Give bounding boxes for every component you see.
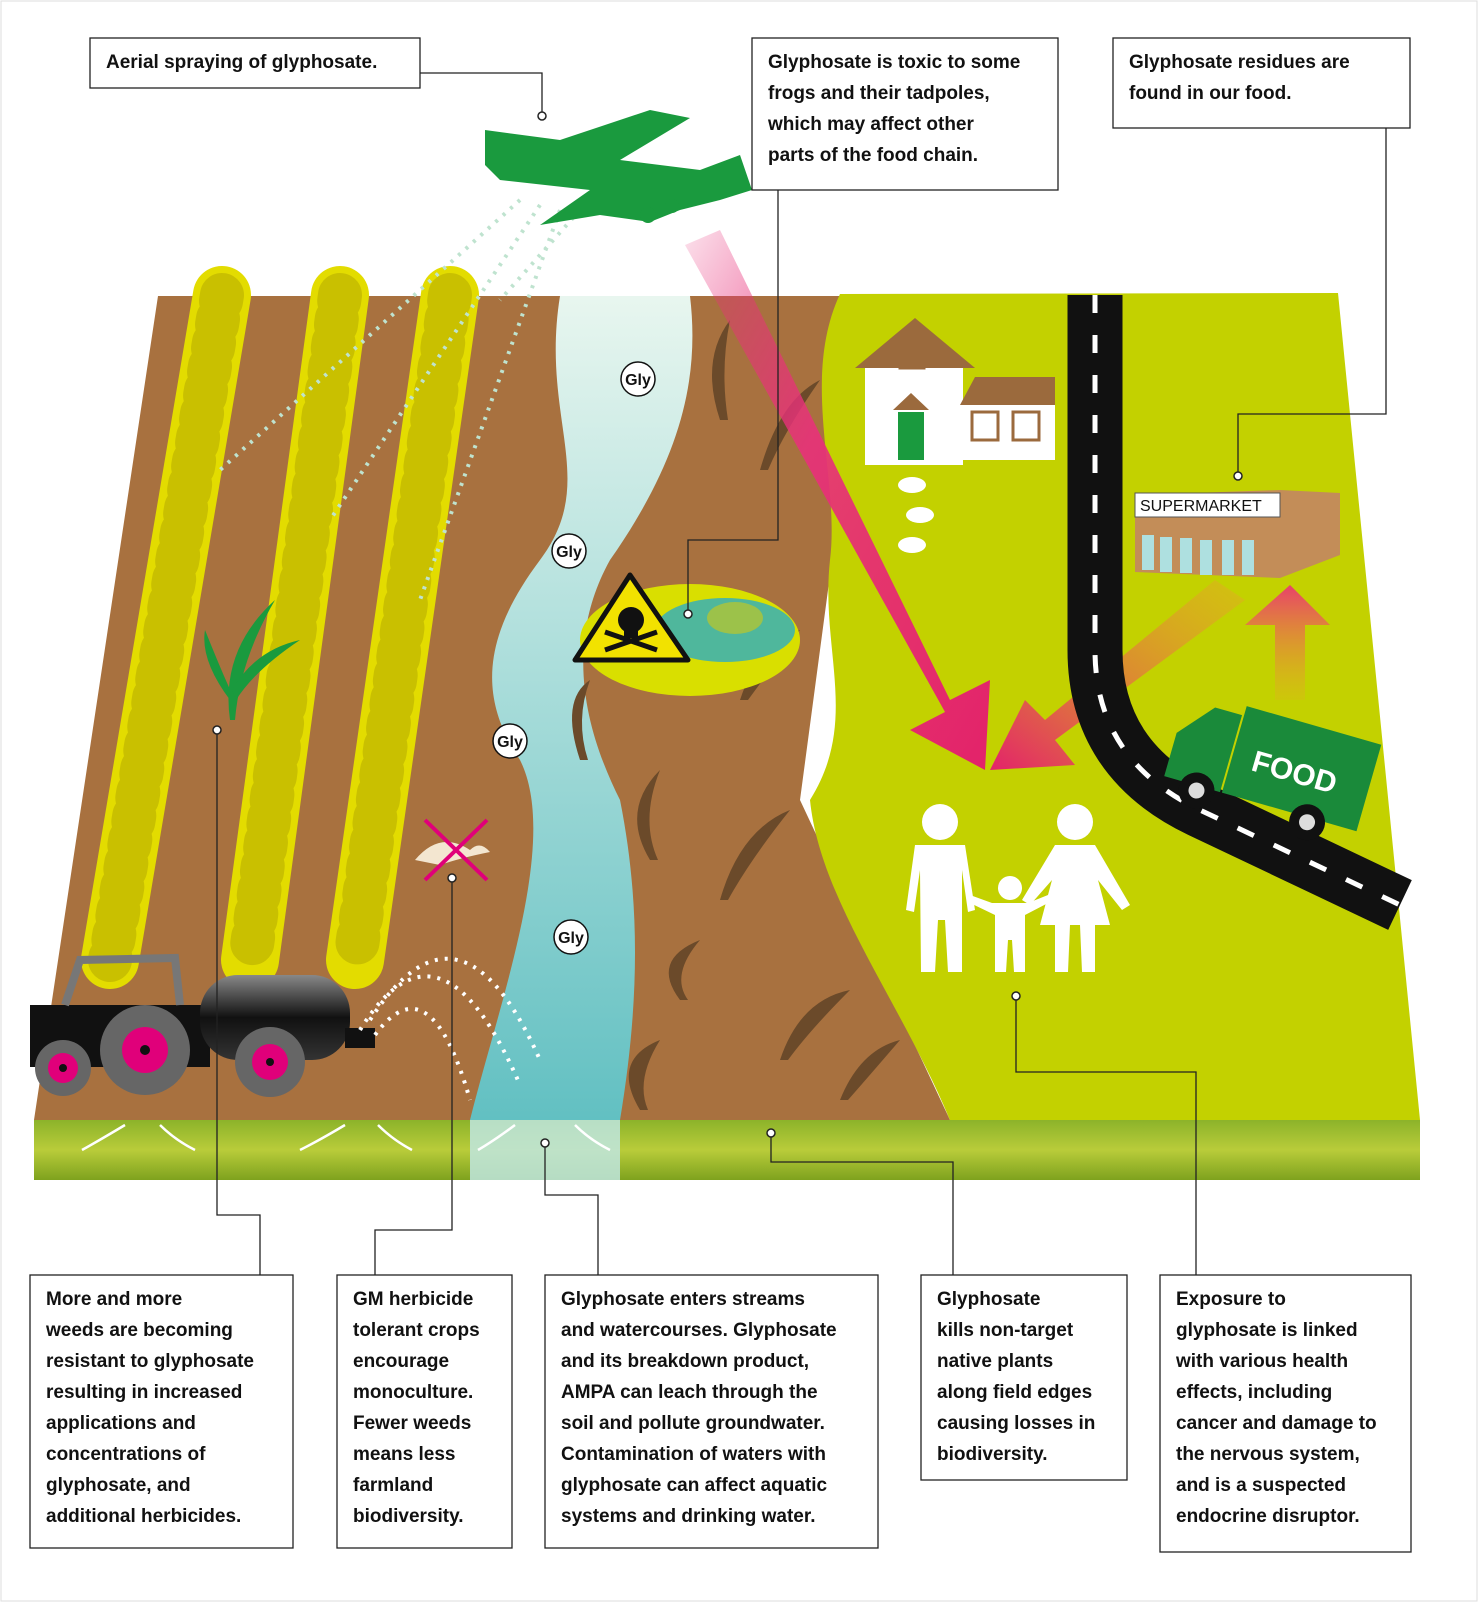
- callout-line: applications and: [46, 1413, 196, 1434]
- callout-line: More and more: [46, 1289, 182, 1310]
- callout-line: native plants: [937, 1351, 1053, 1372]
- gly-label: Gly: [497, 734, 523, 751]
- crop-rows: [81, 266, 479, 989]
- gly-label: Gly: [558, 930, 584, 947]
- supermarket: [1134, 490, 1340, 578]
- callout-line: additional herbicides.: [46, 1506, 241, 1527]
- pink-arrow: [1245, 585, 1330, 700]
- callout-line: which may affect other: [767, 114, 974, 135]
- callout-line: Contamination of waters with: [561, 1444, 826, 1465]
- callout-box: [1159, 1274, 1412, 1553]
- callout-line: and is a suspected: [1176, 1475, 1346, 1496]
- callout-line: Glyphosate residues are: [1129, 52, 1350, 73]
- callout-line: Glyphosate enters streams: [561, 1289, 805, 1310]
- callout-line: with various health: [1175, 1351, 1348, 1372]
- gly-label: Gly: [625, 372, 651, 389]
- callout-line: glyphosate can affect aquatic: [561, 1475, 828, 1496]
- callout-line: soil and pollute groundwater.: [561, 1413, 825, 1434]
- supermarket-sign: SUPERMARKET: [1140, 498, 1262, 515]
- callout-line: cancer and damage to: [1176, 1413, 1377, 1434]
- callout-line: along field edges: [937, 1382, 1092, 1403]
- leach-arrows: [81, 1123, 611, 1152]
- callout-line: concentrations of: [46, 1444, 206, 1465]
- leader-lines: [212, 72, 1387, 1275]
- callout-line: frogs and their tadpoles,: [768, 83, 990, 104]
- spray: [218, 198, 582, 601]
- callout-line: found in our food.: [1129, 83, 1292, 104]
- callout-line: biodiversity.: [937, 1444, 1048, 1465]
- truck: [1164, 706, 1382, 841]
- tractor-spray: [358, 956, 542, 1101]
- road-markings: [1092, 295, 1402, 908]
- callout-line: farmland: [353, 1475, 433, 1496]
- callout-line: kills non-target: [937, 1320, 1074, 1341]
- gly-badge: [551, 533, 587, 569]
- callout-box: [336, 1274, 513, 1549]
- house: [855, 318, 1055, 465]
- callout-box: [544, 1274, 879, 1549]
- callout-line: monoculture.: [353, 1382, 473, 1403]
- callout-line: encourage: [353, 1351, 449, 1372]
- callout-box: [751, 37, 1059, 191]
- callout-line: Exposure to: [1176, 1289, 1286, 1310]
- callout-line: resulting in increased: [46, 1382, 242, 1403]
- callout-line: endocrine disruptor.: [1176, 1506, 1360, 1527]
- skull: [604, 607, 658, 653]
- callout-line: resistant to glyphosate: [46, 1351, 254, 1372]
- family: [906, 804, 1130, 972]
- weeds: [204, 600, 300, 720]
- path-stones: [898, 477, 934, 553]
- callout-line: glyphosate, and: [46, 1475, 191, 1496]
- callout-line: the nervous system,: [1176, 1444, 1360, 1465]
- callout-line: and watercourses. Glyphosate: [561, 1320, 837, 1341]
- frog: [707, 602, 763, 634]
- callout-line: causing losses in: [937, 1413, 1095, 1434]
- gly-badge: [492, 723, 528, 759]
- callout-line: systems and drinking water.: [561, 1506, 815, 1527]
- callout-box: [29, 1274, 294, 1549]
- callout-line: means less: [353, 1444, 455, 1465]
- callout-line: effects, including: [1176, 1382, 1332, 1403]
- callout-line: parts of the food chain.: [768, 145, 978, 166]
- callout-line: tolerant crops: [353, 1320, 480, 1341]
- callout-line: Glyphosate is toxic to some: [768, 52, 1020, 73]
- plane: [485, 110, 752, 225]
- callout-box: [1112, 37, 1411, 129]
- plane-wheels: [640, 199, 679, 223]
- gly-label: Gly: [556, 544, 582, 561]
- callout-line: biodiversity.: [353, 1506, 464, 1527]
- callout-line: AMPA can leach through the: [561, 1382, 818, 1403]
- callout-line: Aerial spraying of glyphosate.: [106, 52, 377, 73]
- callout-box: [920, 1274, 1128, 1481]
- callout-line: Glyphosate: [937, 1289, 1040, 1310]
- ground-strip: [34, 1120, 1420, 1180]
- callout-line: and its breakdown product,: [561, 1351, 809, 1372]
- bird: [415, 818, 490, 882]
- gly-badge: [620, 361, 656, 397]
- callout-line: glyphosate is linked: [1176, 1320, 1358, 1341]
- callout-line: Fewer weeds: [353, 1413, 471, 1434]
- tractor: [30, 953, 375, 1097]
- callout-line: GM herbicide: [353, 1289, 473, 1310]
- gly-badge: [553, 919, 589, 955]
- pink-arrow: [685, 230, 990, 770]
- callout-line: weeds are becoming: [45, 1320, 233, 1341]
- callout-box: [89, 37, 421, 89]
